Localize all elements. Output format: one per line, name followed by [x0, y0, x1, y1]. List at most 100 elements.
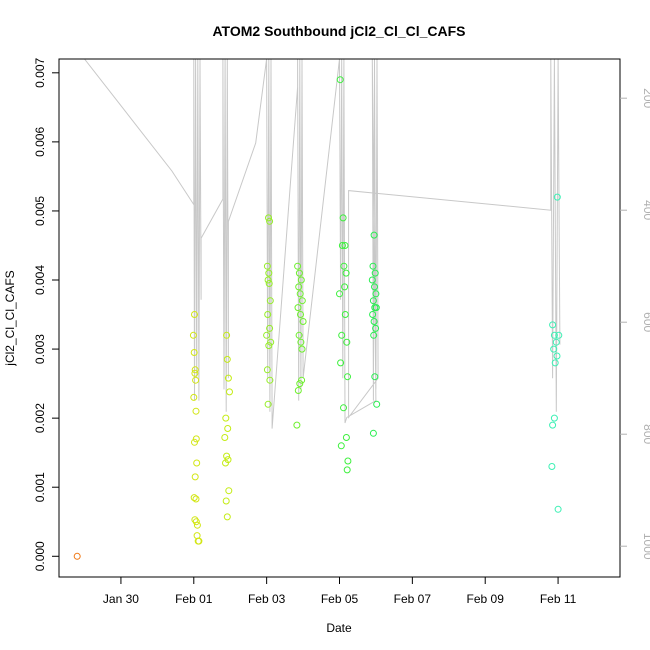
data-point	[264, 311, 272, 318]
data-point	[225, 487, 233, 495]
data-point	[369, 429, 377, 437]
x-axis-label: Date	[326, 621, 352, 635]
y-tick-label: 0.003	[33, 334, 47, 364]
chart-title: ATOM2 Southbound jCl2_Cl_Cl_CAFS	[212, 23, 465, 39]
data-point	[339, 214, 347, 222]
data-point	[266, 217, 274, 225]
data-point	[337, 359, 345, 367]
data-point	[263, 262, 271, 270]
data-point	[553, 193, 561, 201]
data-point	[344, 373, 351, 381]
data-point	[190, 494, 198, 502]
y-tick-label: 0.002	[33, 403, 47, 433]
data-point	[342, 269, 350, 277]
y-tick-label: 0.004	[33, 265, 47, 295]
data-point	[266, 376, 274, 384]
altitude-trace-line	[84, 59, 561, 429]
secondary-tick-label: 1000	[641, 533, 650, 560]
y-tick-label: 0.006	[33, 127, 47, 157]
data-points-layer	[73, 76, 563, 560]
data-point	[552, 338, 560, 346]
secondary-tick-label: 600	[641, 312, 650, 332]
data-point	[551, 359, 559, 367]
x-tick-label: Feb 07	[394, 592, 432, 606]
data-point	[191, 438, 198, 446]
data-point	[221, 434, 229, 441]
data-point	[224, 425, 232, 432]
data-point	[293, 421, 301, 429]
data-point	[263, 331, 271, 339]
altitude-trace-layer	[84, 59, 561, 429]
data-point	[550, 345, 558, 353]
data-point	[369, 297, 377, 305]
data-point	[550, 331, 558, 339]
data-point	[265, 269, 273, 277]
data-point	[263, 366, 271, 374]
data-point	[190, 349, 198, 356]
data-point	[298, 376, 306, 384]
data-point	[73, 552, 81, 560]
data-point	[191, 369, 199, 377]
data-point	[264, 276, 272, 284]
data-point	[296, 290, 304, 298]
data-point	[192, 495, 200, 503]
data-point	[267, 338, 275, 346]
data-point	[192, 518, 200, 526]
x-tick-label: Feb 01	[175, 592, 213, 606]
data-point	[192, 376, 200, 384]
data-point	[372, 324, 380, 332]
data-point	[195, 537, 203, 545]
data-point	[297, 311, 304, 318]
data-point	[341, 283, 349, 291]
y-tick-label: 0.001	[33, 472, 47, 502]
data-point	[223, 331, 231, 339]
data-point	[338, 331, 346, 339]
data-point	[554, 505, 562, 513]
data-point	[549, 321, 557, 329]
data-point	[342, 434, 350, 441]
data-point	[295, 269, 303, 277]
x-tick-label: Feb 03	[248, 592, 286, 606]
data-point	[189, 331, 197, 339]
x-tick-label: Jan 30	[103, 592, 139, 606]
data-point	[555, 331, 563, 339]
data-point	[343, 338, 351, 346]
data-point	[297, 338, 305, 346]
data-point	[373, 400, 381, 408]
data-point	[266, 297, 274, 305]
data-point	[371, 373, 379, 381]
data-point	[338, 242, 346, 249]
data-point	[336, 290, 343, 298]
data-point	[336, 76, 344, 84]
data-point	[265, 214, 272, 222]
data-point	[264, 400, 272, 408]
data-point	[370, 231, 378, 239]
data-point	[371, 269, 379, 277]
data-point	[191, 366, 199, 374]
data-point	[368, 276, 376, 284]
data-point	[549, 421, 557, 429]
data-point	[222, 459, 229, 467]
data-point	[193, 459, 201, 467]
data-point	[337, 442, 345, 450]
data-point	[370, 318, 378, 325]
secondary-tick-label: 200	[641, 88, 650, 108]
data-point	[226, 388, 233, 396]
y-axis-label: jCl2_Cl_Cl_CAFS	[3, 270, 17, 366]
data-point	[222, 414, 230, 422]
data-point	[265, 342, 273, 350]
data-point	[341, 311, 349, 318]
data-point	[369, 311, 377, 318]
data-point	[191, 516, 199, 524]
data-point	[266, 324, 274, 332]
data-point	[193, 521, 201, 529]
data-point	[265, 280, 273, 287]
x-tick-label: Feb 05	[321, 592, 359, 606]
data-point	[294, 304, 302, 312]
data-point	[340, 404, 347, 412]
data-point	[190, 393, 198, 401]
data-point	[298, 345, 306, 353]
secondary-tick-label: 800	[641, 424, 650, 444]
data-point	[548, 463, 556, 470]
data-point	[192, 435, 200, 443]
